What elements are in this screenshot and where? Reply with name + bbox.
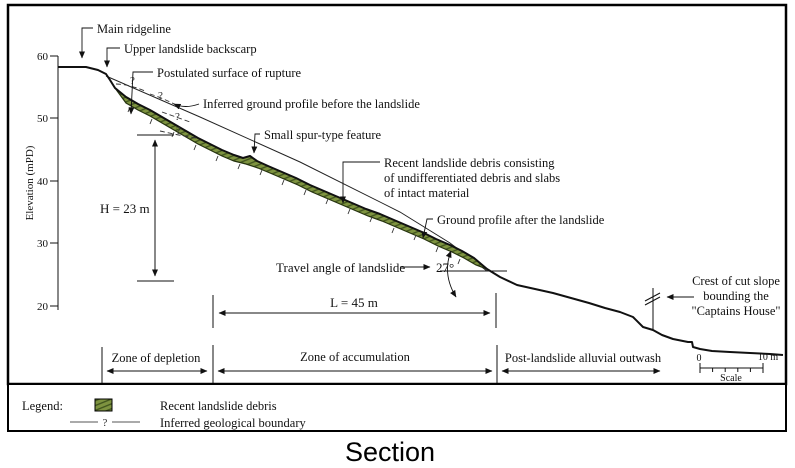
- legend-title: Legend:: [22, 399, 63, 413]
- zone-dividers: [101, 345, 498, 383]
- scale-max-label: 10 m: [758, 352, 779, 363]
- legend-box-border: [7, 383, 787, 432]
- travel-angle-label: Travel angle of landslide: [276, 260, 405, 275]
- main-ridgeline-leader: [79, 27, 93, 59]
- axis-tick-40: 40: [37, 176, 49, 188]
- axis-tick-20: 20: [37, 301, 49, 313]
- rupture-label: Postulated surface of rupture: [157, 66, 302, 80]
- spur-leader: [251, 133, 260, 154]
- crest-label-line2: bounding the: [703, 289, 769, 303]
- ground-after-leader: [421, 218, 433, 239]
- scale-caption: Scale: [720, 373, 742, 384]
- angle-value-label: 27°: [436, 260, 454, 275]
- debris-leader: [340, 161, 380, 204]
- height-dimension: [137, 134, 174, 282]
- legend-boundary-label: Inferred geological boundary: [160, 416, 307, 430]
- legend-debris-label: Recent landslide debris: [160, 399, 277, 413]
- uncertainty-mark: ?: [176, 125, 181, 137]
- crest-label-line3: "Captains House": [691, 304, 780, 318]
- scale-bar: [699, 363, 764, 373]
- axis-tick-50: 50: [37, 113, 49, 125]
- inferred-profile-leader: [173, 103, 200, 110]
- axis-label: Elevation (mPD): [24, 145, 36, 220]
- scale-zero-label: 0: [697, 353, 702, 364]
- axis-tick-60: 60: [37, 51, 49, 63]
- backscarp-leader: [104, 47, 120, 68]
- length-dimension-label: L = 45 m: [330, 295, 378, 310]
- diagram-title: Section: [345, 437, 435, 467]
- height-dimension-label: H = 23 m: [100, 201, 150, 216]
- uncertainty-mark: ?: [175, 111, 180, 123]
- legend-boundary-mark: ?: [103, 417, 108, 429]
- main-box-border: [6, 3, 788, 386]
- spur-label: Small spur-type feature: [264, 128, 382, 142]
- angle-arc: [445, 250, 457, 298]
- legend-debris-swatch: [94, 398, 113, 412]
- main-ridgeline-label: Main ridgeline: [97, 22, 171, 36]
- debris-label-line3: of intact material: [384, 186, 470, 200]
- length-dimension: [212, 293, 497, 328]
- axis-tick-30: 30: [37, 238, 49, 250]
- ground-after-label: Ground profile after the landslide: [437, 213, 605, 227]
- crest-label-line1: Crest of cut slope: [692, 274, 780, 288]
- ground-profile-after-line: [58, 66, 784, 356]
- debris-label-line1: Recent landslide debris consisting: [384, 156, 555, 170]
- debris-label-line2: of undifferentiated debris and slabs: [384, 171, 560, 185]
- zone-outwash-label: Post-landslide alluvial outwash: [505, 351, 662, 365]
- backscarp-label: Upper landslide backscarp: [124, 42, 257, 56]
- inferred-profile-label: Inferred ground profile before the lands…: [203, 97, 420, 111]
- elevation-axis: [50, 55, 59, 310]
- zone-depletion-label: Zone of depletion: [112, 351, 202, 365]
- uncertainty-mark: ?: [158, 90, 163, 102]
- crest-marker: [644, 288, 661, 330]
- zone-accumulation-label: Zone of accumulation: [300, 350, 410, 364]
- rupture-leader: [128, 71, 153, 115]
